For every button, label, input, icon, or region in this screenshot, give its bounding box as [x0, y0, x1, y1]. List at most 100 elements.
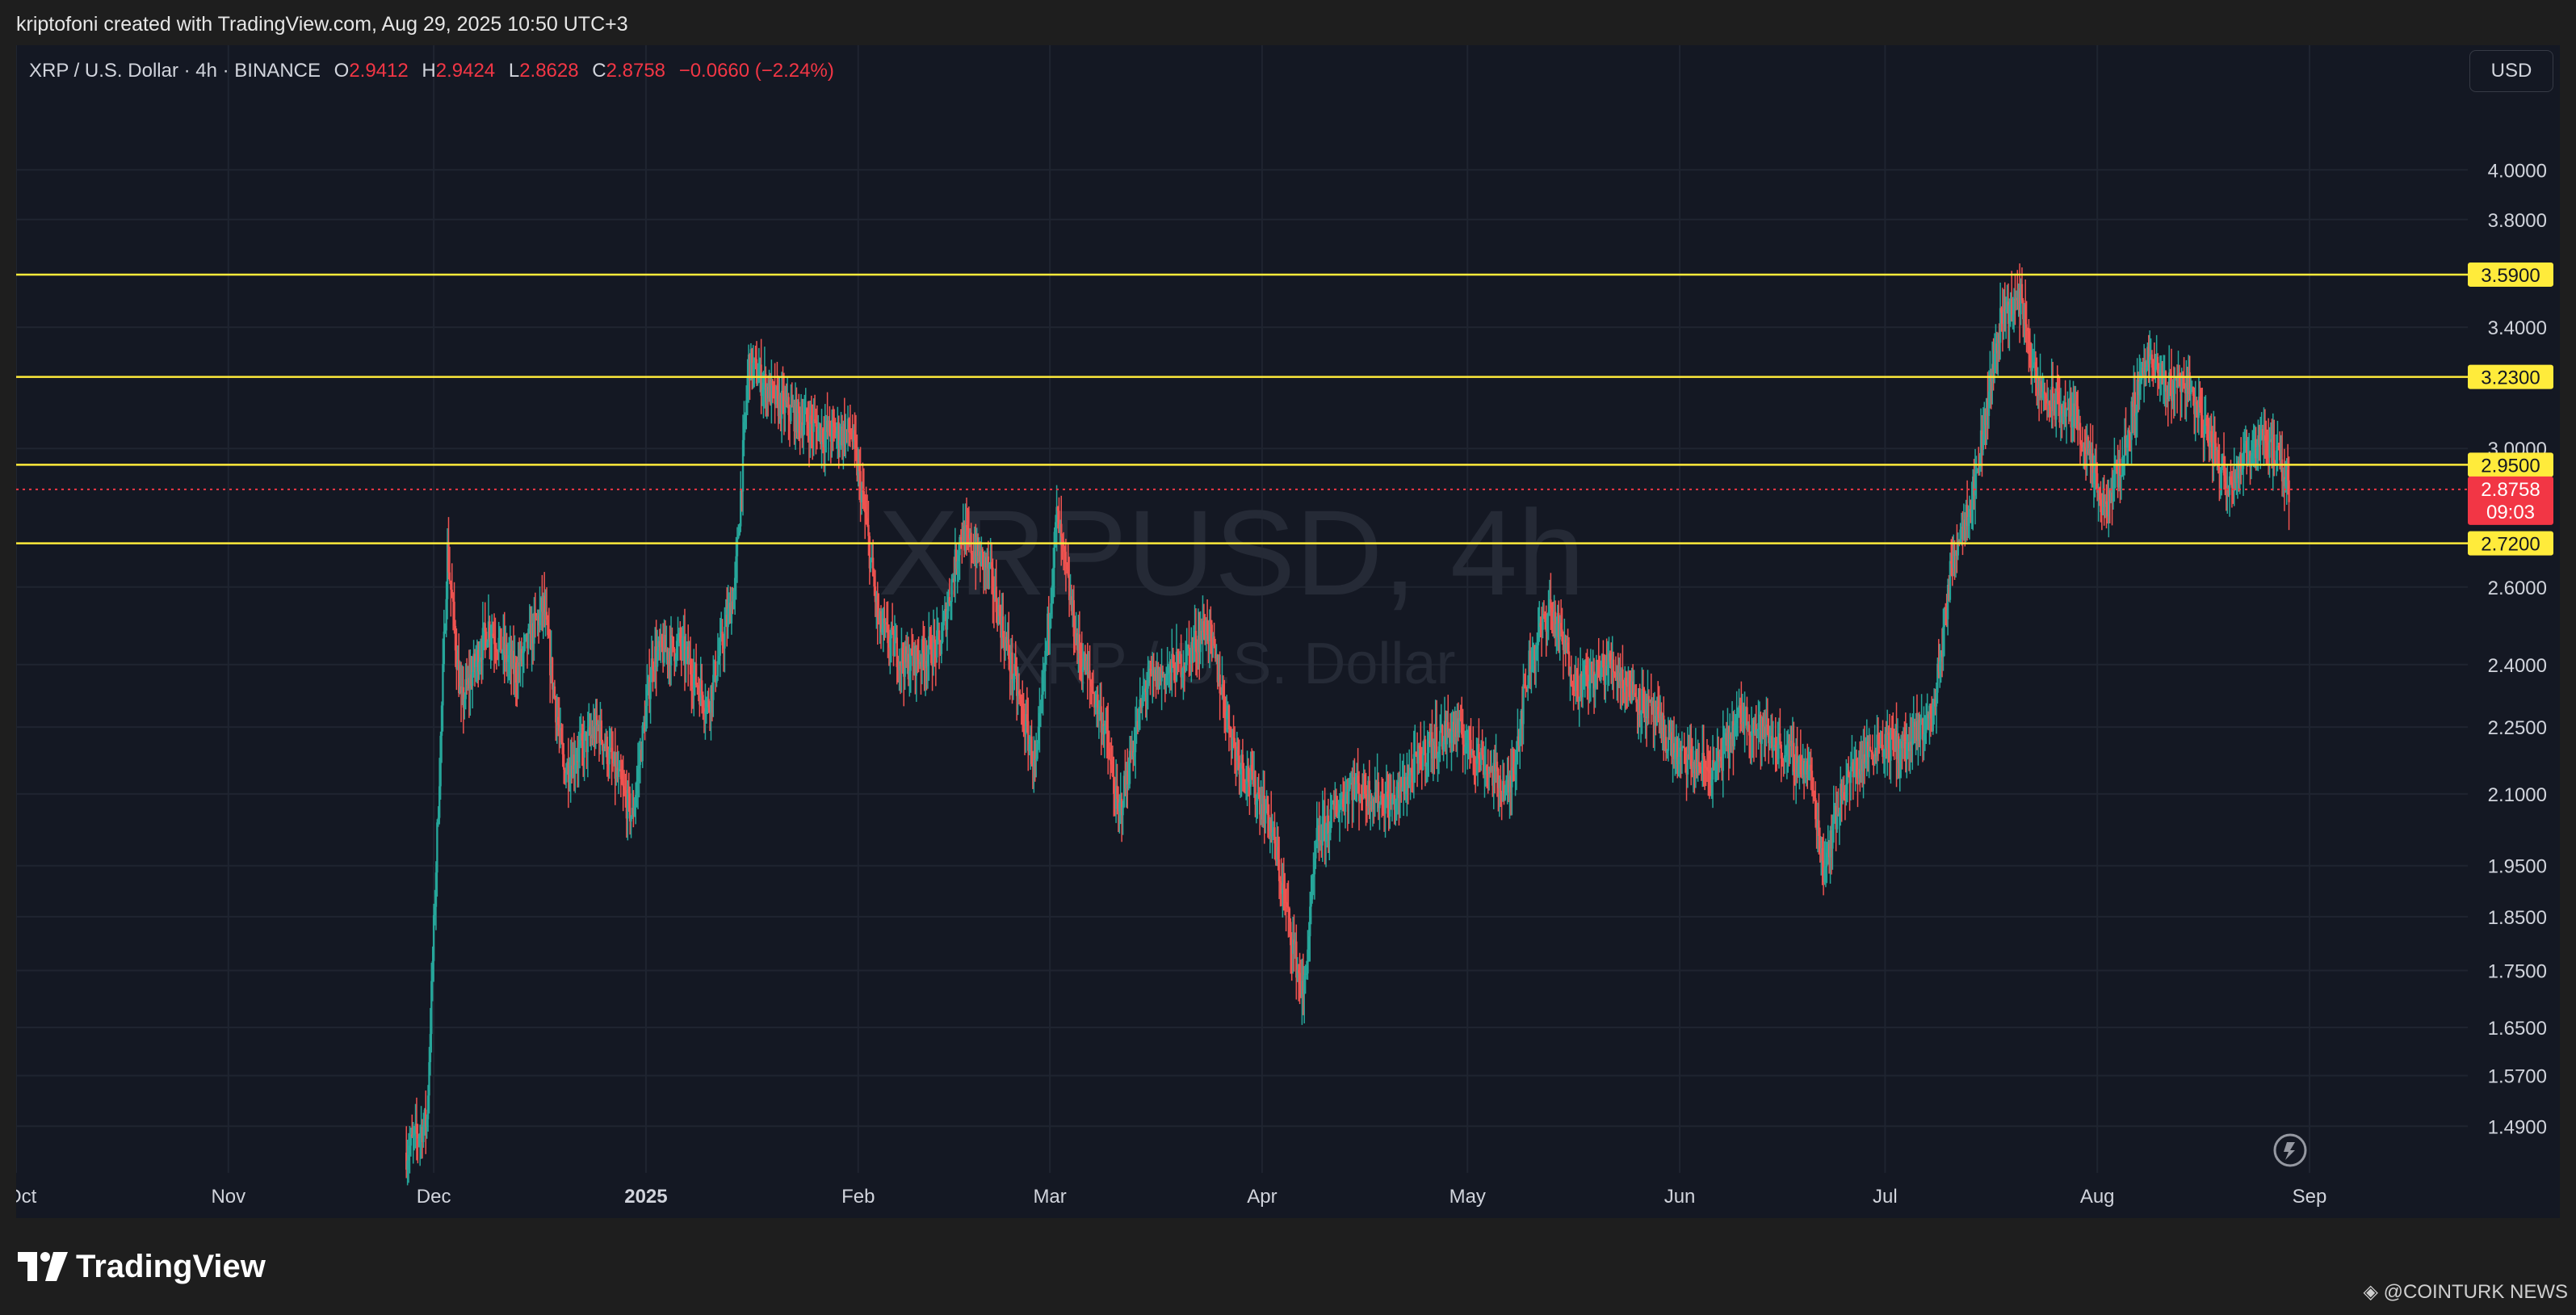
candle [2075, 385, 2077, 429]
candle [598, 715, 601, 763]
candle-body [1661, 715, 1664, 734]
candle-body [1153, 669, 1156, 675]
candle-body [2080, 444, 2083, 446]
candle-body [1482, 754, 1485, 775]
candle [1596, 659, 1599, 690]
candle [673, 647, 676, 677]
candle [1807, 746, 1810, 780]
candle [1733, 709, 1736, 750]
candle-body [1225, 711, 1228, 720]
candle-body [1108, 748, 1110, 760]
candle [619, 760, 621, 772]
candle-body [2032, 365, 2035, 368]
candle [1824, 838, 1827, 888]
candle [1827, 839, 1831, 874]
candle-body [2047, 401, 2049, 404]
candle-body [1818, 820, 1820, 837]
chart-area[interactable]: XRPUSD, 4h XRP / U.S. Dollar 4.0000 3.800… [16, 45, 2560, 1218]
candle [1810, 757, 1814, 796]
candle-body [1070, 596, 1073, 611]
candle-body [856, 448, 858, 476]
candle [1205, 617, 1207, 652]
candle [1710, 746, 1712, 796]
candle-body [1845, 784, 1848, 800]
candle-body [1638, 688, 1641, 716]
candle [1147, 660, 1151, 687]
candle [1307, 930, 1309, 981]
candle [1225, 695, 1228, 733]
candle [1563, 618, 1566, 655]
candle [2170, 348, 2173, 424]
candle [2282, 467, 2284, 498]
candle [475, 645, 477, 683]
candle [561, 724, 564, 767]
candle-body [1223, 697, 1226, 715]
candle [2238, 452, 2242, 494]
candle [650, 636, 653, 683]
candle [867, 501, 870, 556]
candle-body [1262, 796, 1265, 820]
horizontal-levels[interactable] [16, 273, 2468, 544]
candle-body [1266, 796, 1269, 815]
candle [2234, 468, 2237, 490]
candle-body [2135, 413, 2138, 417]
candle [2043, 382, 2046, 410]
candle [1274, 836, 1278, 866]
candle [1736, 707, 1739, 737]
candle-body [2276, 446, 2279, 451]
candle-body [569, 765, 572, 779]
candle-body [1892, 729, 1894, 750]
candle [1262, 770, 1265, 828]
candle [1204, 614, 1206, 645]
candle [2007, 283, 2010, 349]
candle [447, 517, 450, 580]
candle-body [1641, 689, 1643, 714]
candle [782, 372, 786, 435]
candle-body [1627, 670, 1630, 686]
candle [868, 532, 871, 585]
candle [831, 409, 833, 458]
candle [949, 600, 952, 620]
candle [1732, 711, 1735, 775]
candle-body [1033, 750, 1035, 767]
candle [1558, 600, 1560, 653]
candle-body [1381, 795, 1383, 797]
candle [1982, 407, 1985, 456]
candle [1466, 729, 1469, 770]
candle-body [1677, 757, 1680, 764]
candle-body [2109, 492, 2112, 502]
candle-body [730, 601, 733, 624]
candle-body [1500, 779, 1502, 793]
candle-body [421, 1127, 424, 1142]
candle [2216, 447, 2218, 471]
candle [1538, 601, 1541, 642]
candle-body [560, 728, 563, 743]
candle-body [1605, 666, 1607, 685]
candle [1001, 593, 1003, 649]
candle [829, 421, 833, 464]
candle [600, 708, 603, 746]
candle [443, 609, 446, 673]
candle-body [549, 636, 552, 676]
candle [1111, 745, 1114, 778]
candle [1385, 764, 1388, 809]
candle [1239, 763, 1242, 798]
candle [2048, 400, 2051, 422]
candle-body [892, 629, 895, 657]
candle-body [2197, 397, 2201, 418]
candle-body [1658, 714, 1660, 718]
candle [431, 946, 434, 1002]
candle-body [1473, 755, 1475, 761]
price-chart[interactable]: XRPUSD, 4h XRP / U.S. Dollar 4.00003.800… [16, 45, 2560, 1218]
candle-body [694, 663, 696, 674]
candle-body [1172, 653, 1174, 664]
candle [950, 573, 953, 620]
candle-body [732, 590, 735, 609]
candle-body [2033, 362, 2036, 366]
candle [710, 684, 712, 741]
candle [889, 629, 892, 674]
candle-body [2247, 460, 2249, 465]
candle-body [639, 750, 642, 766]
candle [1041, 670, 1043, 714]
candle [1697, 742, 1701, 776]
